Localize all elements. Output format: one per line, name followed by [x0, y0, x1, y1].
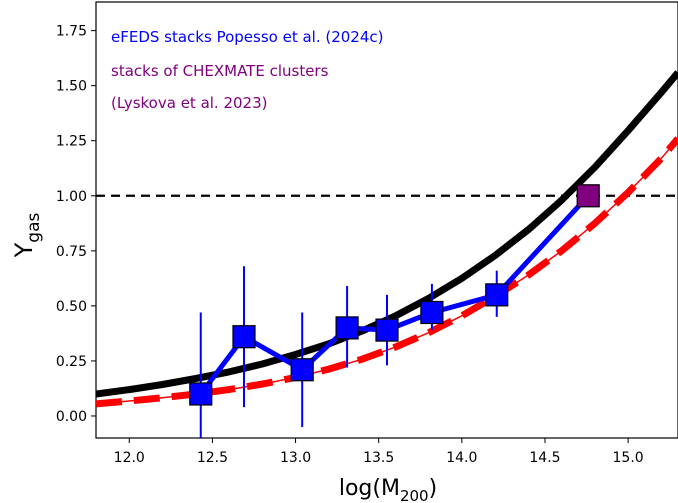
data-marker: [189, 382, 213, 406]
y-tick-label: 0.75: [56, 244, 87, 260]
y-tick-label: 1.00: [56, 189, 87, 205]
x-axis: 12.0 12.5 13.0 13.5 14.0 14.5 15.0: [114, 438, 644, 466]
y-axis: 0.00 0.25 0.50 0.75 1.00 1.25 1.50 1.75: [56, 24, 96, 425]
data-marker: [420, 300, 444, 325]
x-axis-title-close: ): [429, 476, 438, 501]
data-marker: [485, 283, 509, 307]
y-tick-label: 0.00: [56, 409, 87, 425]
y-tick-label: 1.25: [56, 134, 87, 150]
x-tick-label: 15.0: [613, 450, 644, 466]
x-tick-label: 13.0: [280, 450, 311, 466]
data-marker: [290, 358, 314, 382]
data-marker: [232, 325, 256, 349]
plot-contents: [96, 70, 678, 438]
x-tick-label: 14.0: [446, 450, 477, 466]
x-tick-label: 14.5: [529, 450, 560, 466]
y-tick-label: 0.25: [56, 354, 87, 370]
x-axis-title: log(M200): [339, 476, 437, 503]
y-tick-label: 0.50: [56, 299, 87, 315]
y-axis-title-main: Y: [10, 242, 38, 258]
x-tick-label: 12.0: [114, 450, 145, 466]
x-tick-label: 12.5: [197, 450, 228, 466]
plot-area: [95, 1, 678, 439]
plot-frame: [95, 1, 678, 439]
x-axis-title-main: log(M: [339, 476, 400, 501]
y-tick-label: 1.50: [56, 79, 87, 95]
legend-entry-efeds: eFEDS stacks Popesso et al. (2024c): [111, 28, 384, 46]
y-axis-title-sub: gas: [24, 212, 44, 242]
x-axis-title-sub: 200: [400, 487, 429, 503]
x-tick-label: 13.5: [363, 450, 394, 466]
data-marker: [375, 318, 399, 342]
model-curve-black: [96, 70, 678, 398]
y-axis-title: Ygas: [10, 212, 44, 258]
legend: eFEDS stacks Popesso et al. (2024c) stac…: [111, 28, 384, 112]
data-marker: [576, 184, 600, 208]
legend-entry-chexmate: stacks of CHEXMATE clusters: [111, 62, 329, 80]
legend-entry-lyskova: (Lyskova et al. 2023): [111, 94, 268, 112]
y-tick-label: 1.75: [56, 24, 87, 40]
data-marker: [335, 316, 359, 340]
